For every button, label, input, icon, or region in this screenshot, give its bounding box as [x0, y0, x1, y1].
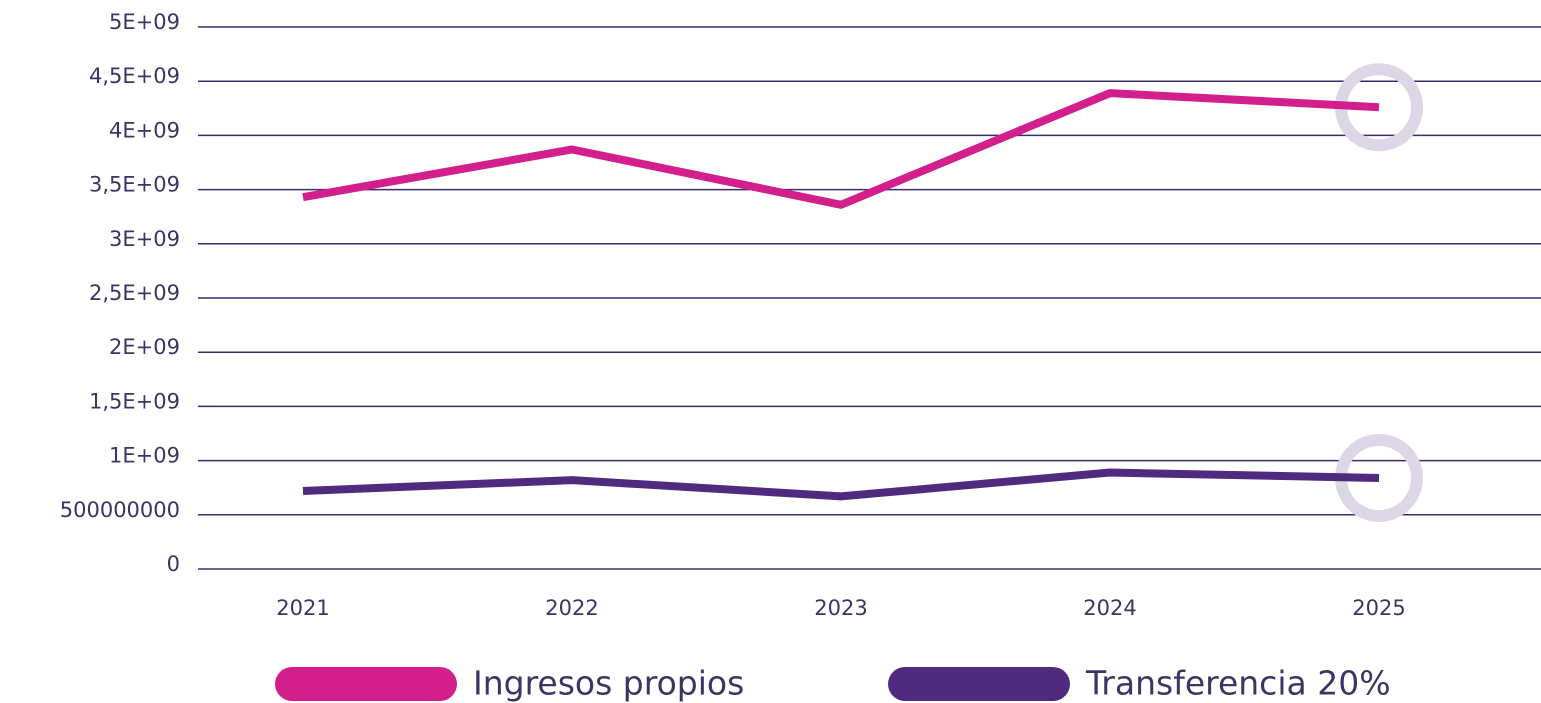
x-tick-label: 2021	[276, 596, 329, 620]
y-tick-label: 5E+09	[109, 10, 180, 34]
line-series	[302, 89, 1380, 209]
legend-swatch	[888, 667, 1070, 701]
y-tick-label: 0	[167, 552, 180, 576]
y-tick-label: 4E+09	[109, 118, 180, 142]
y-tick-label: 4,5E+09	[89, 64, 180, 88]
line-series	[302, 468, 1380, 501]
y-tick-label: 1,5E+09	[89, 389, 180, 413]
x-tick-label: 2023	[814, 596, 867, 620]
legend-label: Ingresos propios	[473, 664, 744, 703]
y-tick-label: 500000000	[60, 498, 180, 522]
y-tick-label: 3,5E+09	[89, 173, 180, 197]
y-tick-label: 3E+09	[109, 227, 180, 251]
y-tick-label: 2,5E+09	[89, 281, 180, 305]
x-tick-label: 2022	[545, 596, 598, 620]
x-tick-label: 2024	[1083, 596, 1136, 620]
legend-swatch	[275, 667, 457, 701]
x-tick-label: 2025	[1352, 596, 1405, 620]
y-tick-label: 1E+09	[109, 444, 180, 468]
y-tick-label: 2E+09	[109, 335, 180, 359]
legend-label: Transferencia 20%	[1085, 664, 1391, 703]
